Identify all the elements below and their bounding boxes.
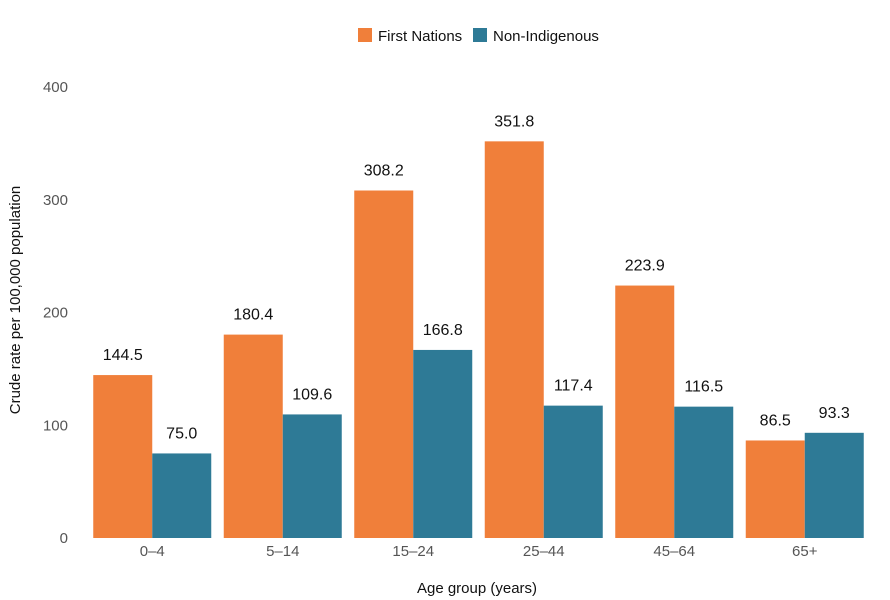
- data-label-non-indigenous-25-44: 117.4: [554, 378, 593, 395]
- data-label-first-nations-65: 86.5: [760, 412, 791, 429]
- bar-non-indigenous-5-14: [282, 414, 342, 538]
- legend-swatch-first-nations: [358, 28, 372, 42]
- x-tick-label: 65+: [792, 543, 818, 560]
- y-tick-label: 400: [43, 79, 68, 96]
- data-label-non-indigenous-45-64: 116.5: [684, 379, 723, 396]
- y-tick-label: 0: [60, 530, 68, 547]
- bar-non-indigenous-65: [804, 432, 864, 538]
- y-axis-ticks: 0 100 200 300 400: [43, 79, 68, 547]
- data-label-first-nations-5-14: 180.4: [233, 307, 273, 324]
- bar-non-indigenous-0-4: [152, 453, 212, 538]
- x-tick-label: 0–4: [140, 543, 165, 560]
- legend: First Nations Non-Indigenous: [358, 28, 599, 45]
- data-label-non-indigenous-5-14: 109.6: [292, 386, 332, 403]
- x-axis-ticks: 0–4 5–14 15–24 25–44 45–64 65+: [140, 543, 818, 560]
- y-axis-title: Crude rate per 100,000 population: [7, 186, 24, 415]
- x-tick-label: 15–24: [392, 543, 434, 560]
- bar-non-indigenous-15-24: [413, 349, 473, 538]
- x-tick-label: 25–44: [523, 543, 565, 560]
- bar-non-indigenous-25-44: [543, 405, 603, 538]
- y-tick-label: 100: [43, 417, 68, 434]
- bar-first-nations-25-44: [484, 141, 544, 538]
- bars: 144.5 75.0 180.4 109.6 308.2 166.8 351.8 117.4 2…: [93, 113, 864, 538]
- y-tick-label: 300: [43, 192, 68, 209]
- data-label-first-nations-15-24: 308.2: [364, 163, 404, 180]
- data-label-non-indigenous-15-24: 166.8: [423, 322, 463, 339]
- bar-first-nations-0-4: [93, 375, 153, 538]
- bar-first-nations-15-24: [354, 190, 414, 538]
- x-tick-label: 45–64: [653, 543, 695, 560]
- bar-first-nations-5-14: [223, 334, 283, 538]
- bar-non-indigenous-45-64: [674, 406, 734, 538]
- data-label-first-nations-25-44: 351.8: [494, 113, 534, 130]
- bar-first-nations-65: [745, 440, 805, 538]
- y-tick-label: 200: [43, 305, 68, 322]
- data-label-first-nations-45-64: 223.9: [625, 258, 665, 275]
- bar-first-nations-45-64: [615, 285, 675, 538]
- legend-swatch-non-indigenous: [473, 28, 487, 42]
- data-label-first-nations-0-4: 144.5: [103, 347, 143, 364]
- x-axis-title: Age group (years): [417, 580, 537, 597]
- data-label-non-indigenous-0-4: 75.0: [166, 425, 197, 442]
- x-tick-label: 5–14: [266, 543, 299, 560]
- legend-label-non-indigenous: Non-Indigenous: [493, 28, 599, 45]
- legend-label-first-nations: First Nations: [378, 28, 462, 45]
- data-label-non-indigenous-65: 93.3: [819, 405, 850, 422]
